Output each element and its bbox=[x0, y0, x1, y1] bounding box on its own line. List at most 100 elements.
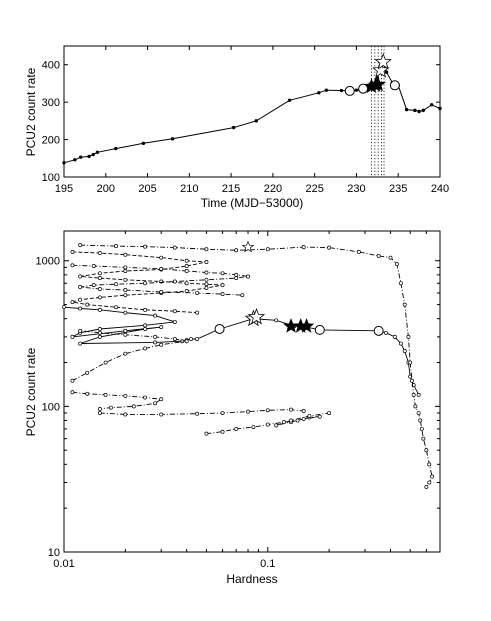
chart2-track-point bbox=[153, 340, 158, 345]
chart2-track-point bbox=[416, 411, 421, 415]
chart1-point-dot bbox=[438, 106, 442, 111]
chart2-track-point bbox=[172, 309, 177, 314]
chart2-track-point bbox=[204, 247, 209, 252]
chart2-track-point bbox=[123, 412, 128, 417]
chart1-point-dot bbox=[87, 154, 91, 159]
chart2-track-dash-dot bbox=[72, 264, 249, 296]
chart1-point-dot bbox=[417, 109, 421, 114]
chart2-track-point bbox=[301, 245, 306, 250]
chart2-track-point bbox=[91, 264, 96, 268]
chart1-x-tick-label: 210 bbox=[180, 183, 198, 195]
chart2-track-point bbox=[430, 474, 435, 479]
chart2-track-point bbox=[289, 407, 293, 412]
chart2-track-point bbox=[159, 266, 164, 271]
chart2-track-point bbox=[327, 245, 332, 250]
chart2-track-point bbox=[153, 313, 158, 318]
chart2-track-dash-dot bbox=[99, 409, 304, 415]
chart2-track-dashed bbox=[72, 251, 223, 314]
chart1-x-axis-title: Time (MJD−53000) bbox=[201, 196, 304, 210]
chart1-point-dot bbox=[404, 107, 409, 112]
chart1-point-dot bbox=[254, 119, 258, 123]
chart2-track-point bbox=[85, 391, 90, 396]
chart2-y-tick-label: 10 bbox=[48, 547, 60, 559]
chart1-vertical-markers bbox=[371, 46, 385, 177]
chart2-track-point bbox=[413, 404, 418, 409]
chart1-point-open-circle bbox=[358, 83, 369, 94]
chart2-track-point bbox=[97, 330, 102, 335]
chart1-x-tick-label: 195 bbox=[55, 183, 73, 195]
chart2-track-point bbox=[123, 269, 128, 273]
chart1-x-tick-label: 230 bbox=[347, 183, 365, 195]
chart2-track-dash-dot bbox=[72, 330, 187, 382]
chart2-track-point bbox=[70, 300, 75, 305]
chart2-track-point bbox=[159, 342, 164, 347]
chart1-point-dot bbox=[287, 98, 292, 102]
chart2-track-point bbox=[406, 334, 411, 339]
chart2-point-filled-star bbox=[298, 318, 315, 333]
chart2-track-point bbox=[416, 392, 421, 397]
chart2-y-tick-label: 100 bbox=[42, 401, 60, 413]
chart2-track-dash-dot bbox=[72, 391, 163, 410]
chart2-track-point bbox=[123, 288, 128, 292]
chart1-point-dot bbox=[384, 70, 389, 74]
chart1-point-dot bbox=[429, 103, 434, 107]
chart2-track-point bbox=[388, 255, 393, 260]
chart2-track-point bbox=[220, 292, 225, 297]
chart2-track-point bbox=[143, 323, 148, 328]
chart2-x-tick-label: 0.1 bbox=[260, 558, 275, 570]
chart2-series bbox=[62, 240, 435, 489]
chart2-track-point bbox=[143, 244, 148, 249]
chart2-track-point bbox=[97, 287, 102, 291]
chart2-track-point bbox=[356, 249, 361, 254]
chart2-track-point bbox=[402, 349, 407, 353]
chart2-track-point bbox=[184, 269, 189, 273]
chart2-track-point bbox=[159, 412, 164, 417]
chart2-track-point bbox=[114, 282, 118, 287]
chart2-track-point bbox=[204, 277, 209, 282]
chart2-track-point bbox=[204, 282, 209, 287]
chart1-point-dot bbox=[413, 108, 417, 113]
chart2-track-point bbox=[78, 306, 83, 311]
chart2-track-point bbox=[97, 307, 102, 312]
chart2-track-point bbox=[85, 302, 90, 307]
chart2-track-point bbox=[184, 339, 189, 344]
chart1-point-dot bbox=[170, 137, 175, 141]
chart2-track-point bbox=[392, 334, 397, 339]
chart2-track-point bbox=[274, 423, 279, 428]
chart1-point-dot bbox=[317, 91, 321, 95]
chart2-track-point bbox=[427, 480, 432, 485]
chart2-track-point bbox=[195, 291, 200, 295]
chart2-track-point bbox=[143, 346, 148, 351]
chart1-point-filled-star bbox=[370, 76, 386, 92]
chart2-track-point bbox=[234, 248, 239, 253]
chart2-track-point bbox=[62, 305, 66, 310]
chart2-track-point bbox=[85, 370, 90, 375]
chart1-x-tick-label: 200 bbox=[97, 183, 115, 195]
chart2-track-point bbox=[78, 285, 83, 289]
chart1-series-line bbox=[63, 60, 441, 164]
chart2-track-point bbox=[91, 283, 96, 288]
chart2-track-point bbox=[240, 293, 245, 298]
chart2-track-point bbox=[195, 411, 200, 416]
chart1-point-dot bbox=[62, 161, 66, 165]
chart2-track-point bbox=[281, 420, 286, 425]
chart2-track-point bbox=[220, 429, 225, 434]
chart1-point-dot bbox=[339, 88, 344, 93]
chart2-track-point bbox=[123, 293, 128, 298]
chart2-track-point bbox=[424, 448, 429, 453]
chart2-track-point bbox=[123, 265, 128, 270]
chart2-frame bbox=[63, 230, 441, 553]
chart2-track-point bbox=[234, 276, 239, 281]
chart2-track-point bbox=[204, 286, 209, 290]
chart2-track-point bbox=[97, 271, 102, 276]
chart2-track-point bbox=[195, 310, 200, 315]
chart1-point-dot bbox=[324, 88, 329, 92]
chart2-point-open-star bbox=[247, 307, 266, 325]
chart1-x-tick-label: 240 bbox=[431, 183, 449, 195]
chart-hardness-intensity: 0.01 0.1 10 100 1000 Hardness PCU2 count rat… bbox=[24, 230, 441, 586]
chart2-track-point bbox=[97, 327, 102, 331]
chart2-track-point bbox=[70, 263, 75, 268]
chart2-track-point bbox=[184, 281, 189, 286]
chart2-track-point bbox=[204, 260, 209, 264]
chart2-track-point bbox=[97, 406, 102, 411]
